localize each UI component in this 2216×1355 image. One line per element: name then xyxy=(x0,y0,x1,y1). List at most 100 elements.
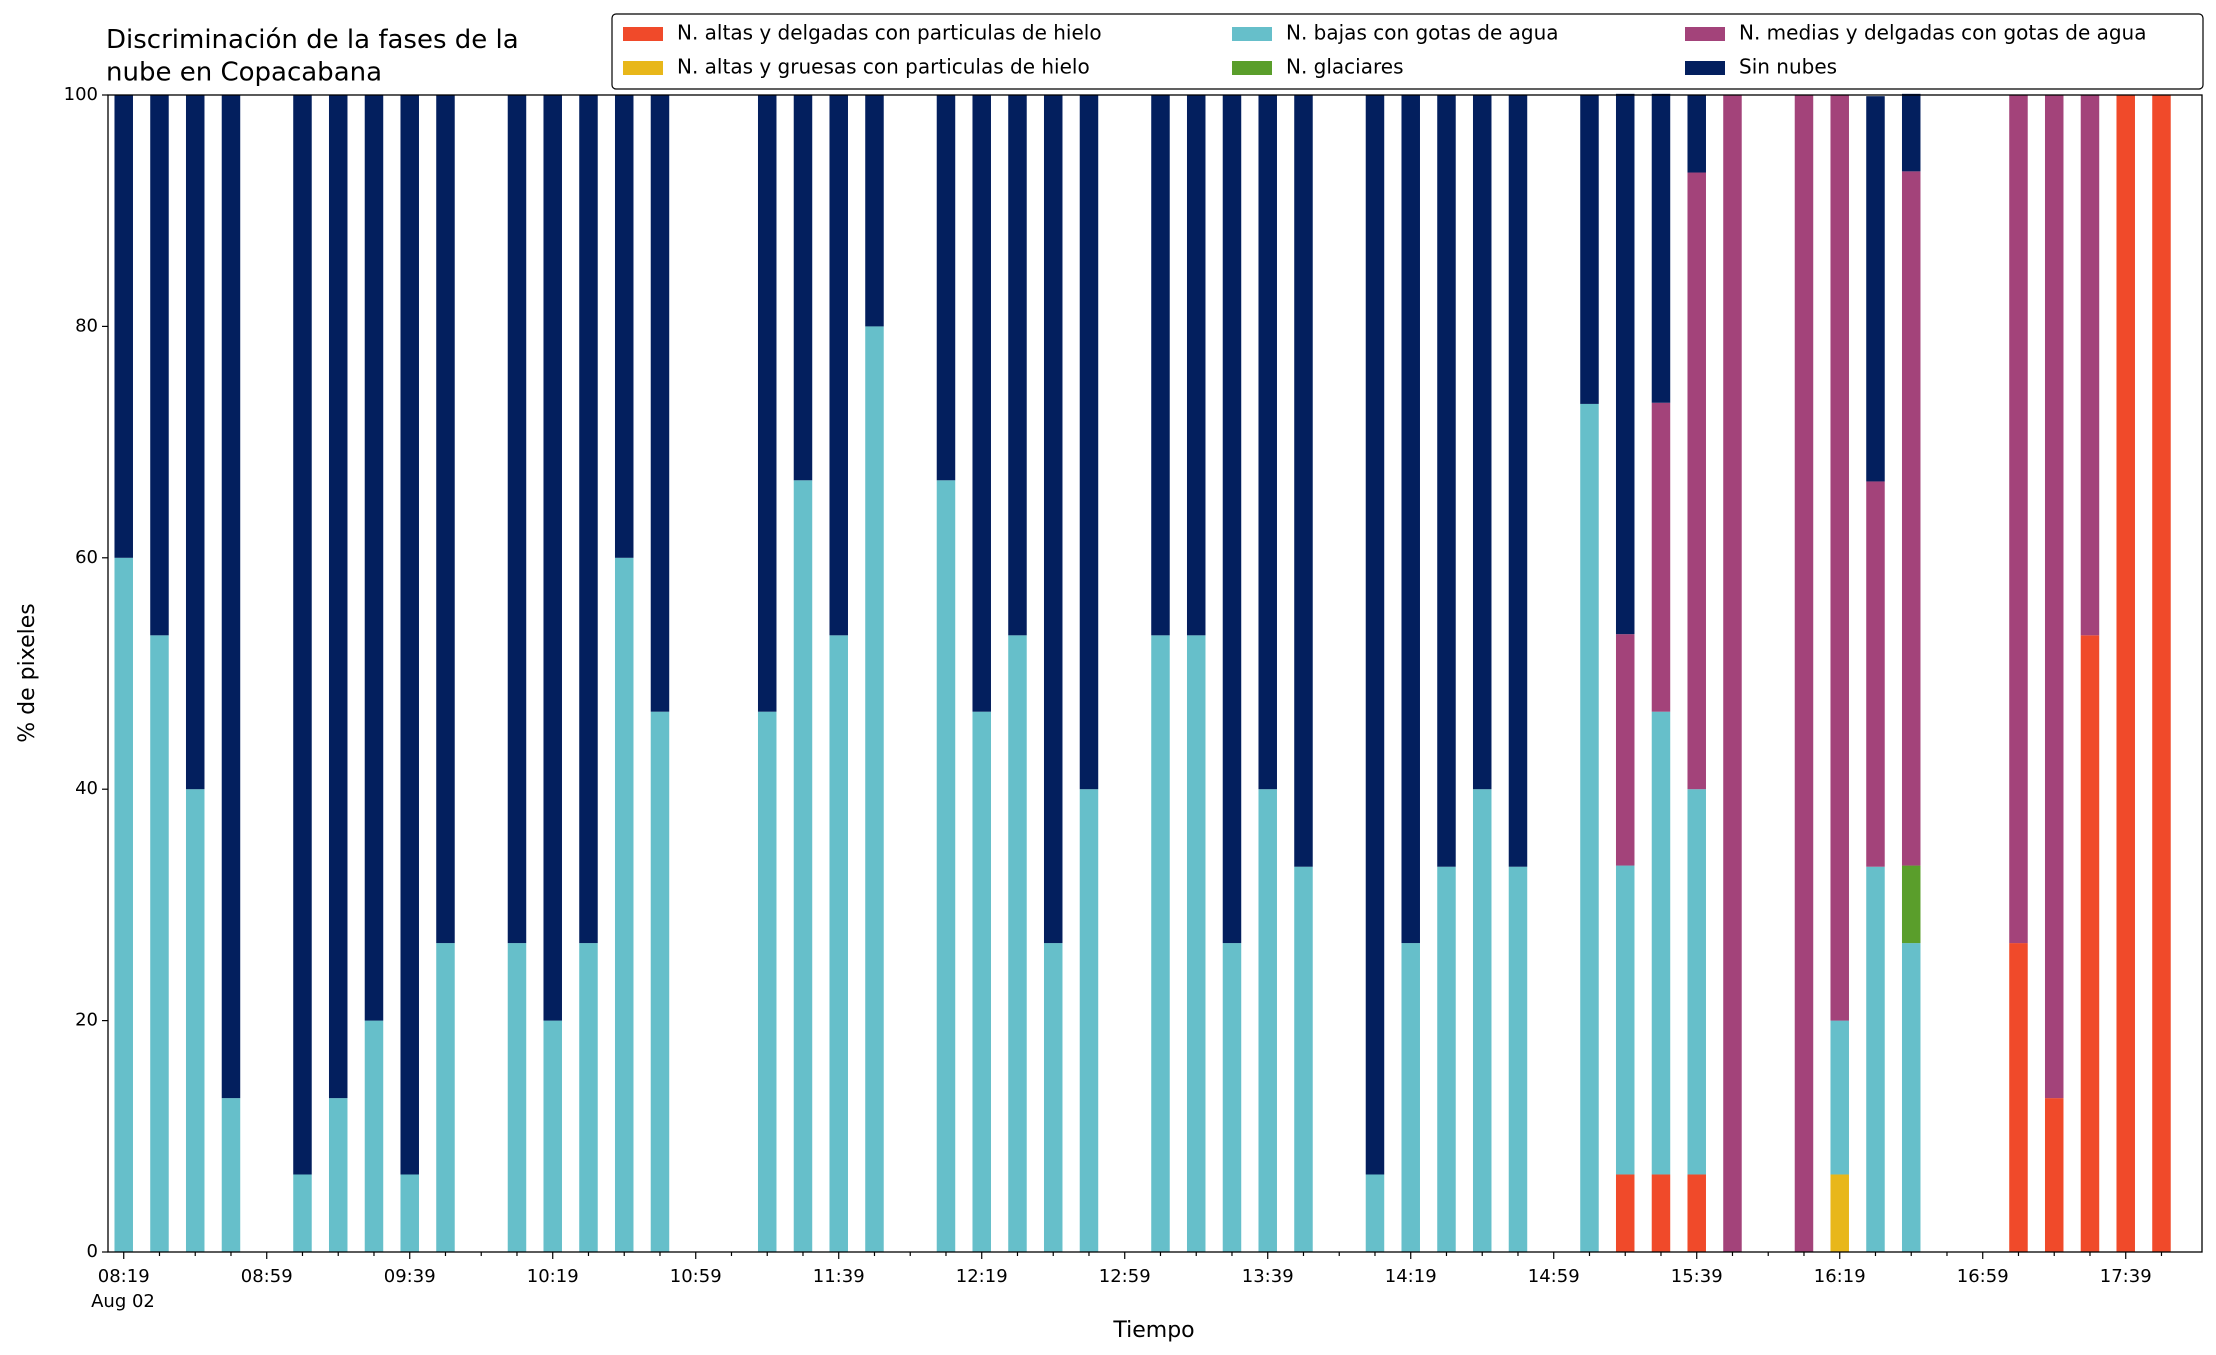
bar-segment xyxy=(1079,789,1099,1252)
bar-segment xyxy=(1687,95,1706,173)
x-tick-label: 08:59 xyxy=(241,1266,293,1287)
bar-segment xyxy=(829,635,848,1252)
bar-segment xyxy=(221,1098,241,1252)
bar-segment xyxy=(221,95,241,1099)
bar-segment xyxy=(150,635,169,1252)
bar-segment xyxy=(1830,1020,1849,1175)
plot-frame xyxy=(107,94,2203,1253)
bar-segment xyxy=(507,943,527,1252)
x-tick-label: 16:59 xyxy=(1957,1266,2009,1287)
bar-segment xyxy=(1437,95,1456,867)
bar-segment xyxy=(507,95,527,944)
y-tick-label: 60 xyxy=(75,547,98,568)
legend-label: N. altas y delgadas con particulas de hi… xyxy=(677,21,1102,45)
bar-segment xyxy=(2080,95,2100,636)
bar-segment xyxy=(1043,95,1063,944)
legend-swatch xyxy=(1685,27,1725,41)
bar-segment xyxy=(793,480,813,1252)
bar-segment xyxy=(757,711,777,1252)
y-tick-label: 80 xyxy=(75,315,98,336)
bar-segment xyxy=(2009,95,2028,944)
bar-segment xyxy=(1723,95,1742,1252)
x-tick-label: 12:19 xyxy=(956,1266,1008,1287)
legend-label: N. medias y delgadas con gotas de agua xyxy=(1739,21,2147,45)
bar-segment xyxy=(185,95,205,790)
x-tick-label: 14:19 xyxy=(1385,1266,1437,1287)
x-tick-label: 13:39 xyxy=(1242,1266,1294,1287)
x-tick-label: 17:39 xyxy=(2100,1266,2152,1287)
bar-segment xyxy=(328,95,348,1099)
x-axis-label: Tiempo xyxy=(1112,1318,1194,1343)
bar-segment xyxy=(1472,789,1492,1252)
legend-label: N. altas y gruesas con particulas de hie… xyxy=(677,55,1090,79)
legend-box xyxy=(611,13,2204,90)
legend-swatch xyxy=(1685,61,1725,75)
bar-segment xyxy=(650,95,670,712)
x-date-label: Aug 02 xyxy=(91,1291,155,1312)
legend-label: N. bajas con gotas de agua xyxy=(1286,21,1559,45)
bar-segment xyxy=(1008,95,1027,636)
bar-segment xyxy=(2009,943,2028,1252)
bar-segment xyxy=(436,943,455,1252)
bar-segment xyxy=(1615,93,1635,635)
bar-segment xyxy=(114,95,133,558)
bar-segment xyxy=(579,943,598,1252)
bar-segment xyxy=(936,95,956,481)
bar-segment xyxy=(1258,789,1277,1252)
bar-segment xyxy=(1437,866,1456,1252)
bar-segment xyxy=(543,95,562,1021)
legend-label: Sin nubes xyxy=(1739,55,1837,79)
bar-segment xyxy=(1222,95,1242,944)
chart-title: Discriminación de la fases de la nube en … xyxy=(106,25,519,88)
bar-segment xyxy=(1901,93,1921,172)
legend-swatch xyxy=(623,61,663,75)
bar-segment xyxy=(1901,865,1921,944)
bar-segment xyxy=(1687,172,1706,790)
bar-segment xyxy=(1830,95,1849,1021)
bar-segment xyxy=(1365,95,1385,1175)
bar-segment xyxy=(1615,1174,1635,1252)
bar-segment xyxy=(293,95,312,1175)
x-tick-label: 11:39 xyxy=(813,1266,865,1287)
y-tick-label: 100 xyxy=(64,84,98,105)
x-tick-label: 10:19 xyxy=(527,1266,579,1287)
bar-segment xyxy=(2116,95,2135,1252)
bar-segment xyxy=(1794,95,1814,1252)
bar-segment xyxy=(650,711,670,1252)
bar-segment xyxy=(400,95,419,1175)
bar-segment xyxy=(1079,95,1099,790)
bar-segment xyxy=(1008,635,1027,1252)
bar-segment xyxy=(293,1174,312,1252)
bar-segment xyxy=(1866,866,1885,1252)
bar-segment xyxy=(1401,943,1420,1252)
bar-segment xyxy=(757,95,777,712)
bar-segment xyxy=(972,711,991,1252)
x-tick-label: 09:39 xyxy=(384,1266,436,1287)
bar-segment xyxy=(1651,1174,1671,1252)
bar-segment xyxy=(543,1020,562,1252)
bar-segment xyxy=(1222,943,1242,1252)
bar-segment xyxy=(1687,789,1706,1175)
bar-segment xyxy=(436,95,455,944)
x-tick-label: 10:59 xyxy=(670,1266,722,1287)
bar-segment xyxy=(2080,635,2100,1252)
bar-segment xyxy=(1615,865,1635,1175)
bar-segment xyxy=(2152,95,2171,1252)
bar-segment xyxy=(1401,95,1420,944)
bar-segment xyxy=(1365,1174,1385,1252)
bar-segment xyxy=(614,557,634,1252)
bar-segment xyxy=(1043,943,1063,1252)
bar-segment xyxy=(1866,96,1885,482)
bar-segment xyxy=(1186,95,1206,636)
bar-segment xyxy=(364,1020,384,1252)
bar-segment xyxy=(1651,93,1671,403)
legend-swatch xyxy=(1232,61,1272,75)
bar-segment xyxy=(829,95,848,636)
bar-segment xyxy=(1151,635,1170,1252)
bar-segment xyxy=(1901,171,1921,866)
x-tick-label: 14:59 xyxy=(1528,1266,1580,1287)
bar-segment xyxy=(150,95,169,636)
y-tick-label: 40 xyxy=(75,778,98,799)
bar-segment xyxy=(1651,711,1671,1175)
bar-segment xyxy=(579,95,598,944)
